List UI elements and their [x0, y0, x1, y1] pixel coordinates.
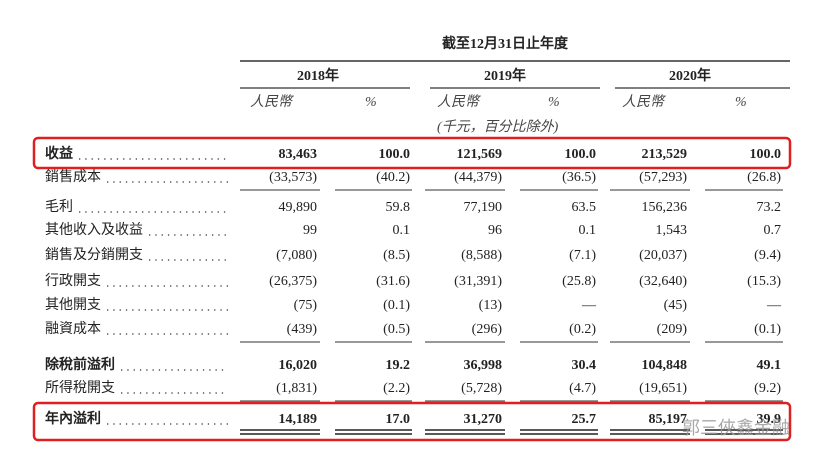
- cell: (0.5): [383, 322, 410, 337]
- watermark: 郭三俠鑫金融: [682, 418, 790, 438]
- row-label: 融資成本: [45, 321, 101, 337]
- cell: (439): [287, 322, 318, 337]
- cell: (19,651): [639, 381, 687, 396]
- percent-header: %: [548, 95, 560, 110]
- cell: 17.0: [386, 412, 411, 427]
- row-label: 其他開支: [45, 297, 101, 313]
- cell: 19.2: [386, 358, 411, 373]
- row-label: 其他收入及收益: [45, 222, 143, 238]
- cell: 156,236: [642, 200, 688, 215]
- cell: (296): [472, 322, 503, 337]
- row-label: 年內溢利: [45, 410, 101, 427]
- cell: 30.4: [572, 358, 597, 373]
- currency-header: 人民幣: [437, 94, 481, 110]
- cell: (31,391): [454, 274, 502, 289]
- year-header: 2020年: [669, 67, 711, 84]
- cell: (15.3): [747, 274, 781, 289]
- row-label: 銷售成本: [45, 169, 101, 185]
- cell: (2.2): [383, 381, 410, 396]
- cell: (5,728): [461, 381, 502, 396]
- cell: (57,293): [639, 170, 687, 185]
- row-label: 行政開支: [45, 273, 101, 289]
- cell: 100.0: [565, 147, 597, 162]
- cell: 77,190: [464, 200, 503, 215]
- cell: (7,080): [276, 248, 317, 263]
- currency-header: 人民幣: [250, 94, 294, 110]
- row-label: 除稅前溢利: [45, 356, 115, 373]
- cell: (32,640): [639, 274, 687, 289]
- row-label: 所得稅開支: [45, 379, 115, 396]
- cell: (8,588): [461, 248, 502, 263]
- cell: (209): [657, 322, 688, 337]
- cell: (7.1): [569, 248, 596, 263]
- period-header: 截至12月31日止年度: [442, 35, 569, 52]
- year-header: 2019年: [484, 67, 526, 84]
- cell: 213,529: [642, 147, 688, 162]
- cell: 25.7: [572, 412, 597, 427]
- cell: (75): [294, 298, 318, 313]
- cell: 0.1: [393, 223, 411, 238]
- cell: (26,375): [269, 274, 317, 289]
- cell: 16,020: [279, 358, 318, 373]
- cell: (44,379): [454, 170, 502, 185]
- highlight-box: [32, 136, 792, 170]
- cell: 36,998: [464, 358, 503, 373]
- cell: (36.5): [562, 170, 596, 185]
- cell: (9.2): [754, 381, 781, 396]
- percent-header: %: [735, 95, 747, 110]
- cell: 121,569: [457, 147, 503, 162]
- cell: (25.8): [562, 274, 596, 289]
- cell: (33,573): [269, 170, 317, 185]
- cell: 100.0: [379, 147, 411, 162]
- cell: 104,848: [642, 358, 688, 373]
- cell: 39.9: [757, 412, 782, 427]
- year-header: 2018年: [297, 67, 339, 84]
- cell: 14,189: [279, 412, 318, 427]
- highlight-box: [32, 401, 792, 442]
- cell: (0.2): [569, 322, 596, 337]
- row-label: 收益: [45, 145, 73, 162]
- cell: (45): [664, 298, 688, 313]
- cell: 73.2: [757, 200, 782, 215]
- cell: 63.5: [572, 200, 597, 215]
- cell: —: [581, 298, 597, 313]
- cell: (0.1): [383, 298, 410, 313]
- cell: 100.0: [750, 147, 782, 162]
- cell: 96: [488, 223, 502, 238]
- cell: (1,831): [276, 381, 317, 396]
- cell: 31,270: [464, 412, 503, 427]
- cell: 49.1: [757, 358, 782, 373]
- row-label: 銷售及分銷開支: [45, 247, 143, 263]
- cell: 99: [303, 223, 317, 238]
- cell: (26.8): [747, 170, 781, 185]
- cell: 1,543: [656, 223, 688, 238]
- row-label: 毛利: [45, 199, 73, 215]
- cell: (4.7): [569, 381, 596, 396]
- cell: 85,197: [649, 412, 688, 427]
- cell: 49,890: [279, 200, 318, 215]
- cell: 59.8: [386, 200, 411, 215]
- unit-note: (千元，百分比除外): [437, 119, 559, 135]
- percent-header: %: [365, 95, 377, 110]
- cell: (40.2): [376, 170, 410, 185]
- cell: 0.1: [579, 223, 597, 238]
- currency-header: 人民幣: [622, 94, 666, 110]
- cell: (31.6): [376, 274, 410, 289]
- cell: (8.5): [383, 248, 410, 263]
- cell: (13): [479, 298, 503, 313]
- cell: —: [766, 298, 782, 313]
- cell: 83,463: [279, 147, 318, 162]
- cell: 0.7: [764, 223, 782, 238]
- cell: (0.1): [754, 322, 781, 337]
- cell: (9.4): [754, 248, 781, 263]
- cell: (20,037): [639, 248, 687, 263]
